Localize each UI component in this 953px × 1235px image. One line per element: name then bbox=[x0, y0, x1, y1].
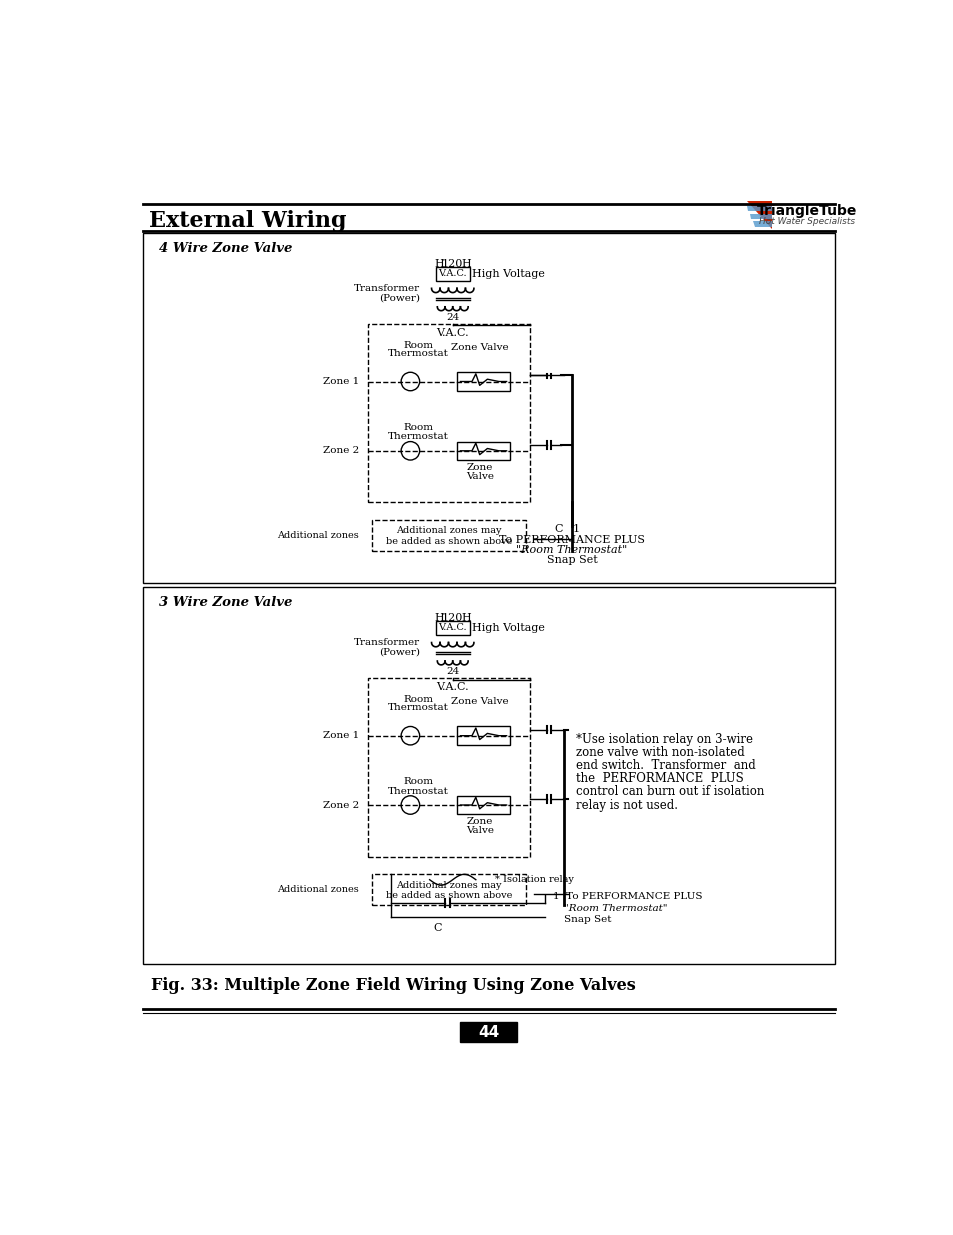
Bar bbox=[372, 520, 525, 551]
Text: Hot Water Specialists: Hot Water Specialists bbox=[758, 217, 854, 226]
Text: C: C bbox=[433, 924, 441, 934]
Bar bbox=[143, 233, 834, 583]
Text: H: H bbox=[461, 613, 471, 622]
Text: relay is not used.: relay is not used. bbox=[576, 799, 678, 811]
Text: V.A.C.: V.A.C. bbox=[438, 624, 467, 632]
Bar bbox=[460, 1023, 517, 1042]
Polygon shape bbox=[749, 214, 771, 219]
Text: External Wiring: External Wiring bbox=[149, 210, 346, 232]
Text: 120: 120 bbox=[441, 613, 463, 622]
Text: Additional zones: Additional zones bbox=[276, 885, 358, 894]
Text: H: H bbox=[434, 613, 443, 622]
Bar bbox=[436, 267, 469, 280]
Text: V.A.C.: V.A.C. bbox=[436, 682, 469, 692]
Text: TriangleTube: TriangleTube bbox=[756, 204, 856, 217]
Text: Thermostat: Thermostat bbox=[387, 704, 448, 713]
Bar bbox=[436, 621, 469, 635]
Text: 24: 24 bbox=[446, 667, 459, 677]
Text: H: H bbox=[434, 258, 443, 269]
Text: Thermostat: Thermostat bbox=[387, 432, 448, 441]
Text: Zone: Zone bbox=[466, 818, 493, 826]
Text: High Voltage: High Voltage bbox=[472, 269, 544, 279]
Polygon shape bbox=[752, 221, 771, 227]
Text: 120: 120 bbox=[441, 258, 463, 269]
Text: 44: 44 bbox=[477, 1025, 499, 1040]
Text: V.A.C.: V.A.C. bbox=[436, 329, 469, 338]
Text: "Room Thermostat": "Room Thermostat" bbox=[516, 545, 627, 556]
Bar bbox=[372, 874, 525, 905]
Text: 1  To PERFORMANCE PLUS: 1 To PERFORMANCE PLUS bbox=[552, 892, 701, 902]
Bar bbox=[456, 795, 510, 814]
Text: Zone Valve: Zone Valve bbox=[451, 698, 508, 706]
Text: Room: Room bbox=[403, 695, 433, 704]
Text: High Voltage: High Voltage bbox=[472, 622, 544, 632]
Text: Transformer: Transformer bbox=[354, 284, 420, 293]
Text: Thermostat: Thermostat bbox=[387, 350, 448, 358]
Text: 24: 24 bbox=[446, 314, 459, 322]
Text: Fig. 33: Multiple Zone Field Wiring Using Zone Valves: Fig. 33: Multiple Zone Field Wiring Usin… bbox=[151, 977, 635, 994]
Polygon shape bbox=[746, 206, 771, 211]
Text: "Room Thermostat": "Room Thermostat" bbox=[564, 904, 667, 913]
Text: zone valve with non-isolated: zone valve with non-isolated bbox=[576, 746, 744, 760]
Text: Transformer: Transformer bbox=[354, 638, 420, 647]
Text: Additional zones: Additional zones bbox=[276, 531, 358, 540]
Text: C: C bbox=[554, 525, 562, 535]
Text: V.A.C.: V.A.C. bbox=[438, 269, 467, 278]
Text: control can burn out if isolation: control can burn out if isolation bbox=[576, 785, 763, 798]
Text: Zone 1: Zone 1 bbox=[322, 377, 358, 387]
Text: 1: 1 bbox=[572, 525, 578, 535]
Text: H: H bbox=[461, 258, 471, 269]
Text: Thermostat: Thermostat bbox=[387, 787, 448, 795]
Text: the  PERFORMANCE  PLUS: the PERFORMANCE PLUS bbox=[576, 772, 743, 785]
Text: Zone 1: Zone 1 bbox=[322, 731, 358, 740]
Text: 4 Wire Zone Valve: 4 Wire Zone Valve bbox=[158, 242, 292, 254]
Bar bbox=[368, 678, 529, 857]
Text: Zone 2: Zone 2 bbox=[322, 446, 358, 456]
Text: Room: Room bbox=[403, 424, 433, 432]
Text: Zone: Zone bbox=[466, 463, 493, 472]
Text: Snap Set: Snap Set bbox=[564, 915, 611, 924]
Text: Zone 2: Zone 2 bbox=[322, 800, 358, 809]
Text: Valve: Valve bbox=[465, 472, 493, 480]
Text: To PERFORMANCE PLUS: To PERFORMANCE PLUS bbox=[498, 535, 644, 545]
Text: (Power): (Power) bbox=[379, 293, 420, 303]
Text: Additional zones may: Additional zones may bbox=[395, 881, 501, 889]
Text: be added as shown above: be added as shown above bbox=[385, 537, 512, 546]
Text: Room: Room bbox=[403, 777, 433, 787]
Bar bbox=[143, 587, 834, 965]
Text: Snap Set: Snap Set bbox=[546, 556, 597, 566]
Polygon shape bbox=[746, 200, 772, 228]
Text: *Use isolation relay on 3-wire: *Use isolation relay on 3-wire bbox=[576, 734, 752, 746]
Bar bbox=[368, 324, 529, 503]
Text: Zone Valve: Zone Valve bbox=[451, 343, 508, 352]
Text: * Isolation relay: * Isolation relay bbox=[495, 876, 574, 884]
Bar bbox=[456, 442, 510, 461]
Text: be added as shown above: be added as shown above bbox=[385, 892, 512, 900]
Text: Room: Room bbox=[403, 341, 433, 350]
Bar bbox=[456, 372, 510, 390]
Text: end switch.  Transformer  and: end switch. Transformer and bbox=[576, 760, 755, 772]
Text: Additional zones may: Additional zones may bbox=[395, 526, 501, 536]
Text: 3 Wire Zone Valve: 3 Wire Zone Valve bbox=[158, 597, 292, 609]
Text: (Power): (Power) bbox=[379, 647, 420, 656]
Bar bbox=[456, 726, 510, 745]
Text: Valve: Valve bbox=[465, 826, 493, 835]
